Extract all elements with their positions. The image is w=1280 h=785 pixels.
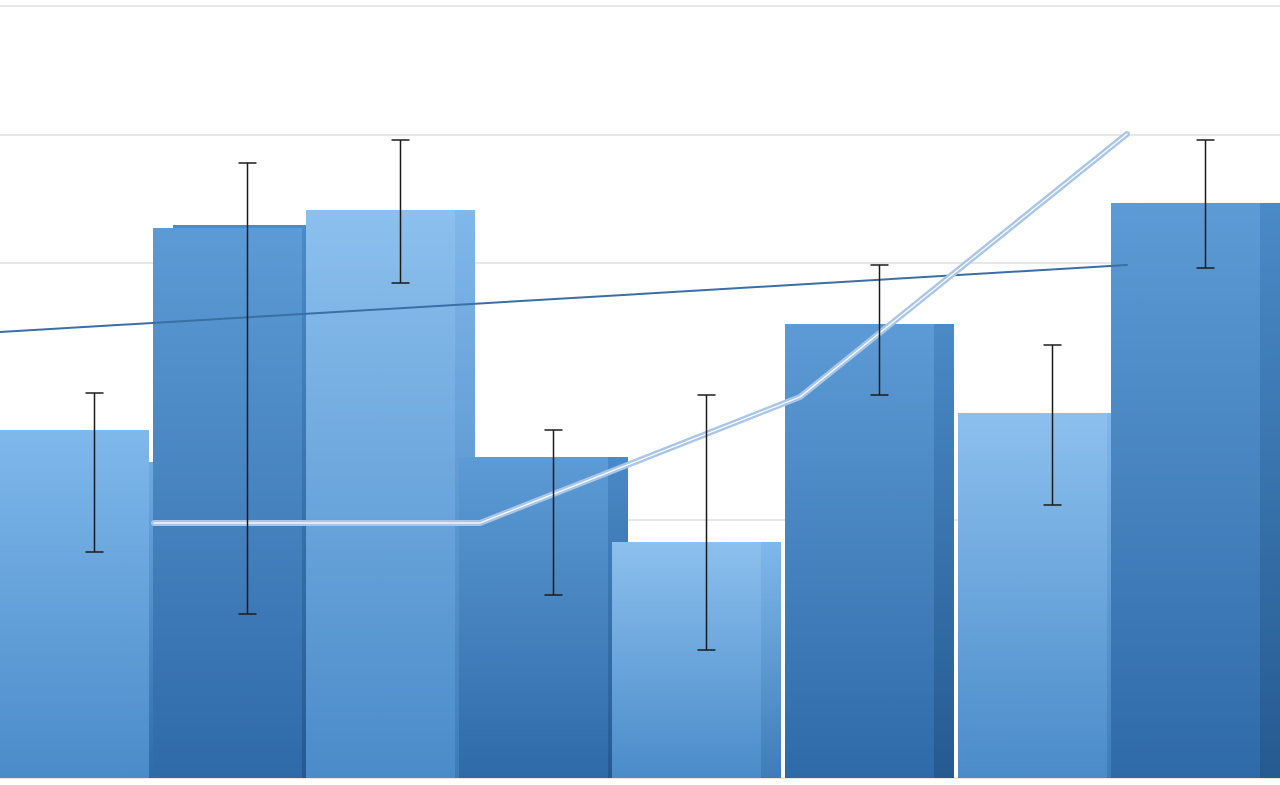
bar-front xyxy=(612,542,761,778)
combo-chart xyxy=(0,0,1280,785)
bar-front xyxy=(1111,203,1260,778)
bar-front xyxy=(958,413,1107,778)
chart-svg xyxy=(0,0,1280,785)
bar-front xyxy=(0,430,149,778)
bar-front xyxy=(153,228,302,778)
bar-front xyxy=(306,210,455,778)
